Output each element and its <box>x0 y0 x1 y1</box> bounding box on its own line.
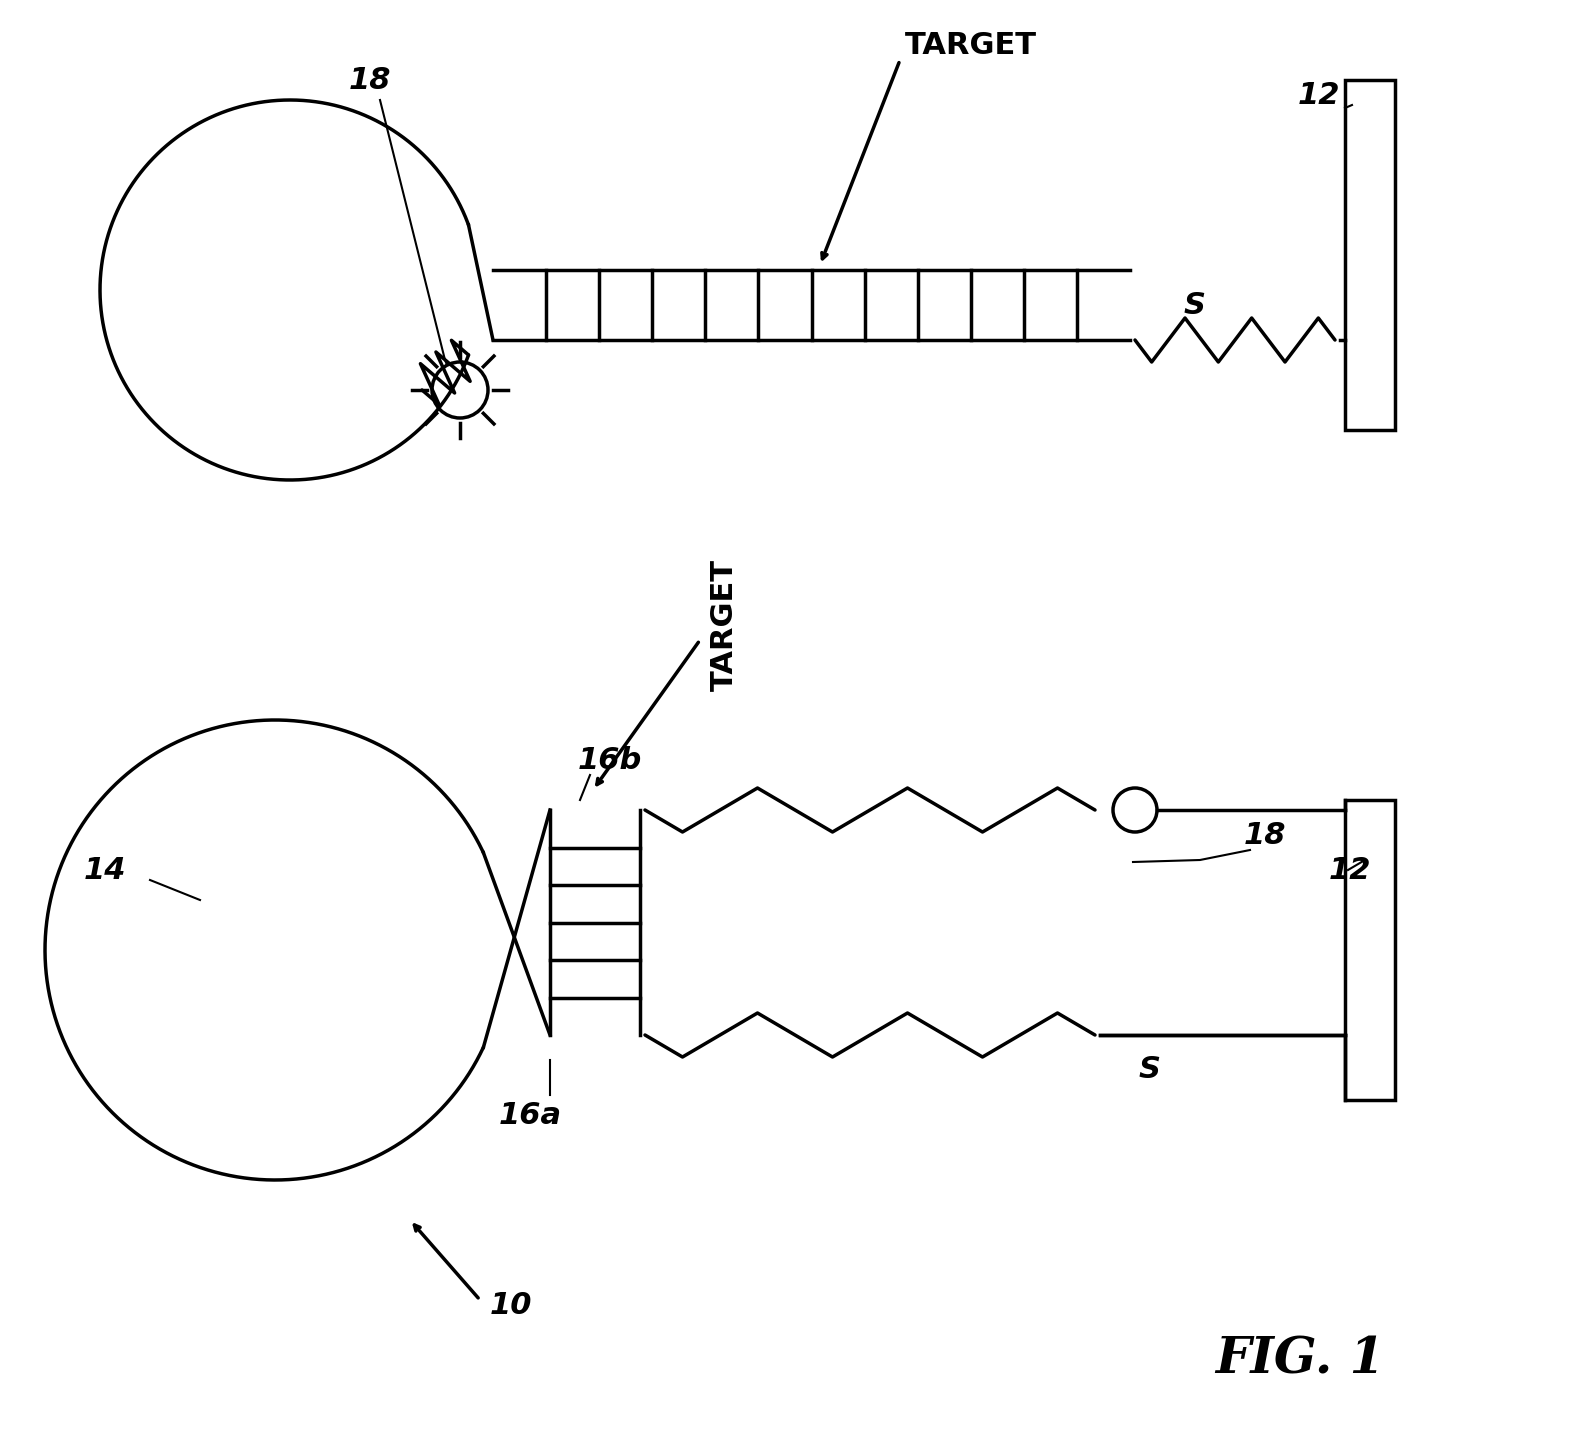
Text: S: S <box>1184 290 1206 320</box>
Text: 18: 18 <box>1244 820 1286 849</box>
Text: 14: 14 <box>84 856 126 885</box>
Text: S: S <box>1139 1056 1162 1085</box>
Text: 12: 12 <box>1328 856 1371 885</box>
Bar <box>1344 800 1395 1100</box>
Text: 16a: 16a <box>499 1100 561 1129</box>
Text: 16b: 16b <box>578 746 642 775</box>
Bar <box>1344 80 1395 430</box>
Text: FIG. 1: FIG. 1 <box>1216 1336 1384 1385</box>
Text: TARGET: TARGET <box>906 30 1038 60</box>
Text: 12: 12 <box>1298 80 1340 110</box>
Text: 10: 10 <box>489 1290 532 1319</box>
Text: TARGET: TARGET <box>710 559 739 692</box>
Text: 18: 18 <box>348 66 391 94</box>
